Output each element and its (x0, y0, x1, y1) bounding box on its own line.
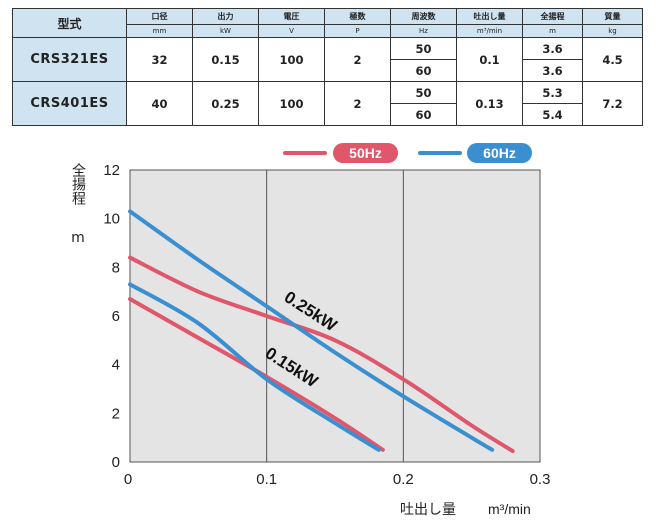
head-cell: 5.3 (522, 81, 583, 104)
frequency-cell: 60 (390, 103, 457, 126)
y-axis-label: 全揚程 (70, 162, 86, 206)
model-cell: CRS321ES (12, 37, 127, 82)
x-tick-label: 0.1 (256, 471, 277, 488)
y-tick-label: 4 (112, 357, 120, 374)
header-frequency: 周波数 (390, 8, 457, 25)
header-model: 型式 (12, 8, 127, 38)
series-line-60hz-025kw (128, 209, 495, 452)
y-tick-label: 10 (103, 211, 120, 228)
legend-60hz-label: 60Hz (483, 145, 516, 161)
plot-background (129, 169, 541, 463)
unit-frequency: Hz (390, 24, 457, 38)
y-tick-label: 0 (112, 454, 120, 471)
axis-ticks: 0 0.1 0.2 0.3 0 2 4 6 8 10 12 (103, 162, 550, 488)
legend-50hz: 50Hz (283, 143, 398, 163)
table-row: CRS401ES 40 0.25 100 2 50 0.13 5.3 7.2 (12, 81, 643, 126)
y-tick-label: 2 (112, 405, 120, 422)
bore-cell: 32 (126, 37, 193, 82)
table-row: CRS321ES 32 0.15 100 2 50 0.1 3.6 4.5 (12, 37, 643, 82)
bore-cell: 40 (126, 81, 193, 126)
x-axis-label: 吐出し量 (400, 502, 456, 518)
mass-cell: 7.2 (582, 81, 643, 126)
mass-cell: 4.5 (582, 37, 643, 82)
x-tick-label: 0.2 (393, 471, 414, 488)
unit-poles: P (324, 24, 391, 38)
y-tick-label: 6 (112, 308, 120, 325)
unit-discharge: m³/min (456, 24, 523, 38)
unit-voltage: V (258, 24, 325, 38)
output-cell: 0.25 (192, 81, 259, 126)
head-cell: 3.6 (522, 59, 583, 82)
frequency-cell: 60 (390, 59, 457, 82)
y-tick-label: 8 (112, 259, 120, 276)
spec-table: 型式 口径 出力 電圧 極数 周波数 吐出し量 全揚程 質量 mm kW V P… (12, 8, 643, 126)
legend: 50Hz 60Hz (283, 143, 532, 163)
discharge-cell: 0.13 (456, 81, 523, 126)
head-cell: 5.4 (522, 103, 583, 126)
header-mass: 質量 (582, 8, 643, 25)
poles-cell: 2 (324, 37, 391, 82)
poles-cell: 2 (324, 81, 391, 126)
series-line-50hz-025kw (128, 255, 515, 454)
unit-head: m (522, 24, 583, 38)
y-tick-label: 12 (103, 162, 120, 179)
discharge-cell: 0.1 (456, 37, 523, 82)
legend-50hz-label: 50Hz (349, 145, 382, 161)
plot-area (129, 169, 541, 463)
legend-50hz-pill (333, 143, 398, 163)
legend-60hz: 60Hz (418, 143, 532, 163)
table-row: 60 3.6 (13, 59, 643, 82)
y-axis-unit: m (71, 230, 85, 246)
header-head: 全揚程 (522, 8, 583, 25)
x-tick-label: 0 (124, 471, 132, 488)
table-unit-row: mm kW V P Hz m³/min m kg (13, 24, 643, 38)
table-header-row: 型式 口径 出力 電圧 極数 周波数 吐出し量 全揚程 質量 (12, 8, 643, 38)
series-lines (128, 209, 515, 454)
x-tick-label: 0.3 (530, 471, 551, 488)
unit-bore: mm (126, 24, 193, 38)
voltage-cell: 100 (258, 81, 325, 126)
table-row: 60 5.4 (13, 103, 643, 126)
header-poles: 極数 (324, 8, 391, 25)
legend-60hz-pill (467, 143, 532, 163)
head-cell: 3.6 (522, 37, 583, 60)
model-cell: CRS401ES (12, 81, 127, 126)
series-line-60hz-015kw (128, 282, 381, 452)
x-axis-unit: m³/min (488, 501, 531, 517)
